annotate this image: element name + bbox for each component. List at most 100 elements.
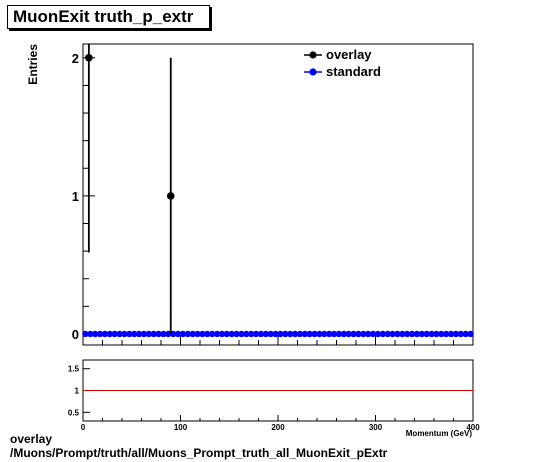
standard-point bbox=[413, 330, 421, 338]
standard-point bbox=[389, 330, 396, 338]
ratio-y-tick-label: 1 bbox=[75, 387, 80, 396]
ratio-axis-ticks: 0.5 1 1.5 0 100 200 300 400 bbox=[68, 365, 480, 432]
standard-point bbox=[272, 330, 279, 338]
footer-line-1: overlay bbox=[10, 432, 53, 446]
main-plot-frame bbox=[82, 43, 474, 346]
standard-point bbox=[282, 330, 289, 338]
standard-point bbox=[428, 330, 435, 338]
standard-point bbox=[126, 330, 133, 338]
standard-point bbox=[467, 330, 474, 338]
footer-line-2: /Muons/Prompt/truth/all/Muons_Prompt_tru… bbox=[10, 446, 388, 460]
x-axis-title: Momentum (GeV) bbox=[406, 429, 473, 438]
standard-point bbox=[316, 330, 323, 338]
standard-point bbox=[423, 330, 430, 338]
y-tick-label: 1 bbox=[72, 189, 79, 204]
y-tick-label: 2 bbox=[72, 51, 79, 66]
standard-point bbox=[277, 330, 284, 338]
standard-point bbox=[189, 330, 196, 338]
standard-point bbox=[101, 330, 109, 338]
legend-standard-label: standard bbox=[326, 64, 381, 79]
ratio-x-tick-label: 200 bbox=[271, 423, 285, 432]
ratio-x-tick-label: 0 bbox=[81, 423, 86, 432]
ratio-x-tick-label: 100 bbox=[174, 423, 188, 432]
standard-point bbox=[116, 330, 123, 338]
standard-point bbox=[150, 330, 157, 338]
standard-point bbox=[291, 330, 299, 338]
standard-point bbox=[325, 330, 333, 338]
standard-point bbox=[321, 330, 328, 338]
ratio-x-tick-label: 300 bbox=[369, 423, 383, 432]
standard-point bbox=[87, 330, 94, 338]
main-plot-marks bbox=[82, 44, 474, 338]
standard-point bbox=[174, 330, 182, 338]
standard-point bbox=[160, 330, 167, 338]
standard-point bbox=[345, 330, 352, 338]
standard-point bbox=[199, 330, 206, 338]
main-frame-border bbox=[82, 43, 474, 346]
overlay-point bbox=[85, 54, 93, 62]
legend: overlay standard bbox=[304, 47, 381, 79]
standard-point bbox=[442, 330, 450, 338]
standard-point bbox=[457, 330, 465, 338]
standard-point bbox=[96, 330, 104, 338]
standard-point bbox=[111, 330, 118, 338]
standard-point bbox=[135, 330, 143, 338]
standard-point bbox=[82, 330, 89, 338]
standard-point bbox=[360, 330, 367, 338]
standard-point bbox=[286, 330, 294, 338]
ratio-y-tick-label: 0.5 bbox=[68, 408, 80, 417]
standard-point bbox=[140, 330, 148, 338]
standard-point bbox=[369, 330, 377, 338]
standard-point bbox=[379, 330, 387, 338]
standard-point bbox=[267, 330, 274, 338]
main-axis-ticks: 0 1 2 bbox=[72, 51, 474, 345]
footer-caption: overlay /Muons/Prompt/truth/all/Muons_Pr… bbox=[10, 432, 387, 460]
standard-point bbox=[394, 330, 401, 338]
standard-point bbox=[462, 330, 469, 338]
standard-point bbox=[311, 330, 318, 338]
standard-point bbox=[340, 330, 348, 338]
title-box: MuonExit truth_p_extr bbox=[7, 5, 210, 29]
standard-point bbox=[350, 330, 357, 338]
standard-point bbox=[223, 330, 231, 338]
legend-overlay-marker bbox=[309, 51, 317, 59]
standard-point bbox=[403, 330, 411, 338]
standard-point bbox=[306, 330, 313, 338]
standard-point bbox=[145, 330, 153, 338]
standard-point bbox=[452, 330, 460, 338]
overlay-point bbox=[166, 192, 175, 200]
standard-point bbox=[330, 330, 338, 338]
standard-point bbox=[228, 330, 235, 338]
standard-point bbox=[91, 330, 99, 338]
standard-point bbox=[301, 330, 309, 338]
standard-point bbox=[433, 330, 440, 338]
standard-point bbox=[238, 330, 245, 338]
standard-point bbox=[355, 330, 362, 338]
plot-title: MuonExit truth_p_extr bbox=[13, 7, 194, 26]
standard-point bbox=[213, 330, 221, 338]
y-axis-title: Entries bbox=[26, 44, 40, 85]
standard-point bbox=[208, 330, 216, 338]
standard-point bbox=[243, 330, 250, 338]
standard-point bbox=[194, 330, 201, 338]
standard-point bbox=[204, 330, 211, 338]
standard-point bbox=[130, 330, 138, 338]
ratio-x-tick-label: 400 bbox=[466, 423, 480, 432]
standard-point bbox=[408, 330, 416, 338]
standard-point bbox=[262, 330, 270, 338]
y-tick-label: 0 bbox=[72, 327, 79, 342]
legend-overlay-label: overlay bbox=[326, 47, 372, 62]
standard-point bbox=[179, 330, 187, 338]
standard-point bbox=[418, 330, 426, 338]
standard-point bbox=[233, 330, 240, 338]
ratio-y-tick-label: 1.5 bbox=[68, 365, 80, 374]
standard-point bbox=[106, 330, 114, 338]
standard-point bbox=[257, 330, 265, 338]
standard-point bbox=[364, 330, 372, 338]
standard-point bbox=[184, 330, 192, 338]
standard-point bbox=[374, 330, 382, 338]
standard-point bbox=[384, 330, 391, 338]
standard-point bbox=[247, 330, 255, 338]
